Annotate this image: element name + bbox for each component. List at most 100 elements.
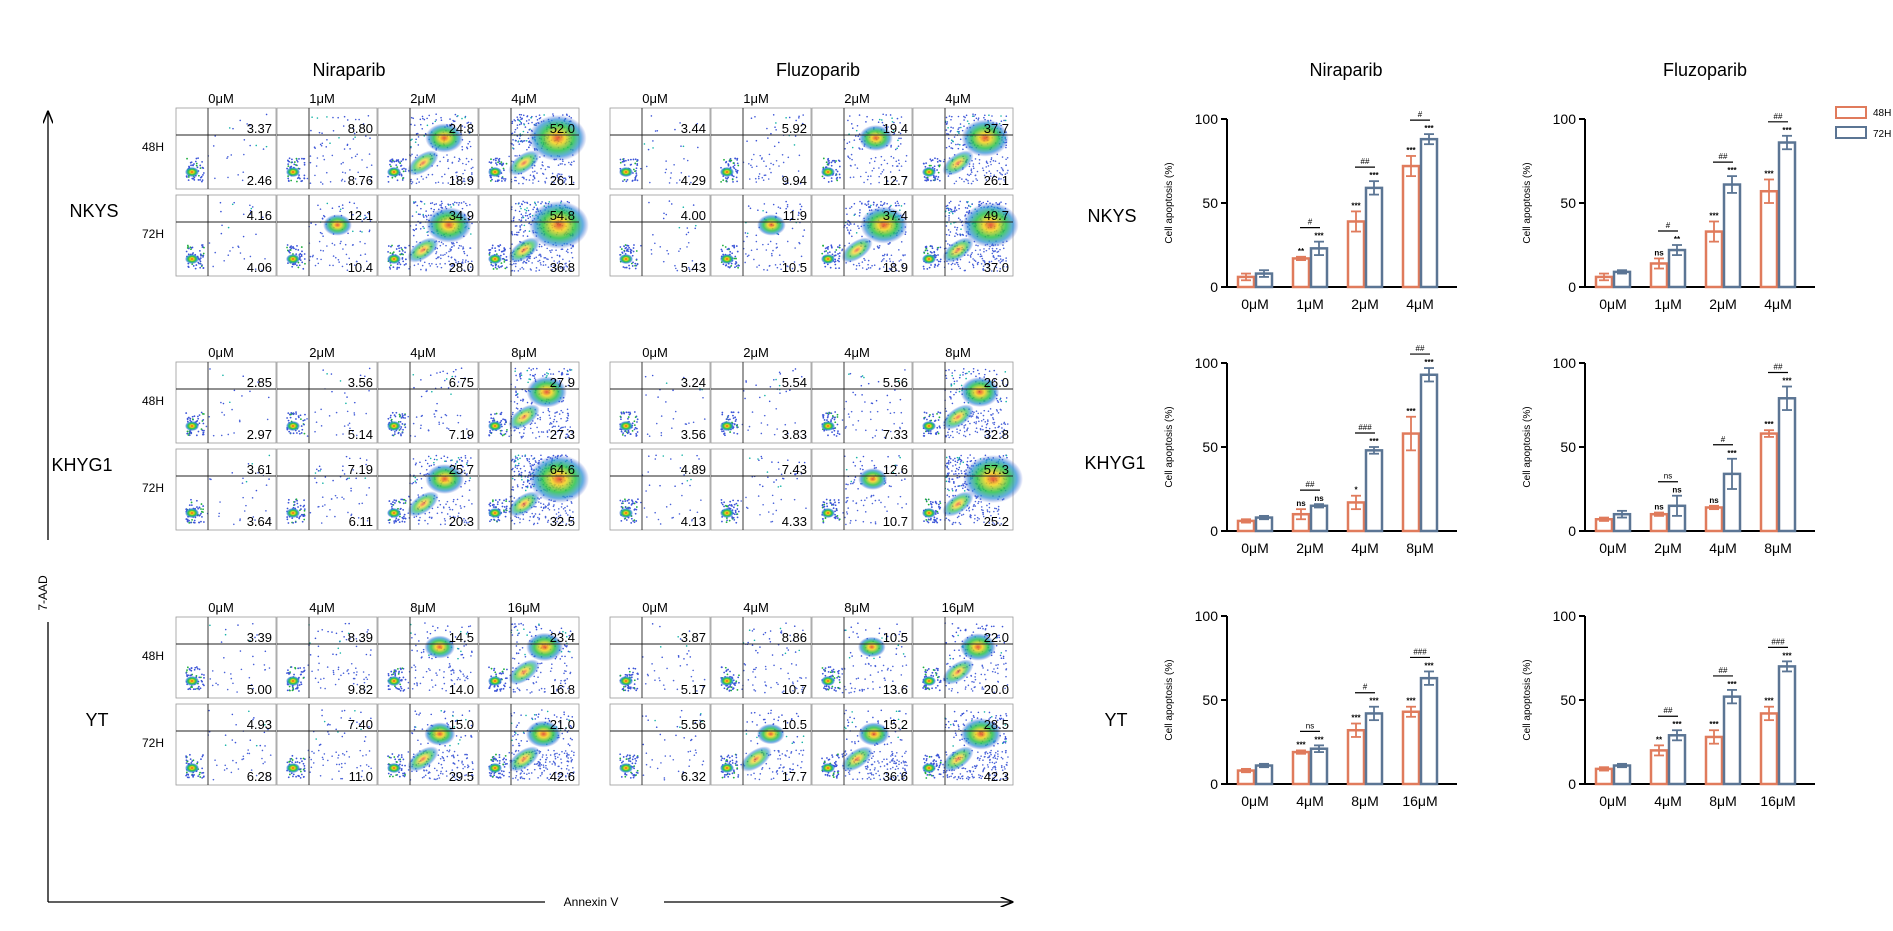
event-dot <box>397 431 400 434</box>
event-dot <box>364 253 367 255</box>
event-dot <box>268 454 271 457</box>
event-dot <box>550 422 553 425</box>
event-dot <box>410 139 412 141</box>
event-dot <box>423 118 426 121</box>
event-dot <box>745 253 747 255</box>
event-dot <box>199 164 202 167</box>
event-dot <box>542 264 545 266</box>
event-dot <box>322 250 325 252</box>
event-dot <box>198 249 201 252</box>
event-dot <box>778 254 781 256</box>
event-dot <box>513 216 515 218</box>
event-dot <box>231 408 233 411</box>
event-dot <box>955 232 957 234</box>
event-dot <box>571 256 574 259</box>
event-dot <box>747 254 750 257</box>
dose-label: 2μM <box>410 91 436 106</box>
event-dot <box>520 374 523 377</box>
event-dot <box>947 229 950 231</box>
event-dot <box>404 168 407 171</box>
event-dot <box>938 164 941 166</box>
event-dot <box>525 212 527 214</box>
event-dot <box>421 414 423 417</box>
event-dot <box>451 161 454 164</box>
upper-right-percent: 19.4 <box>883 121 908 136</box>
event-dot <box>972 165 975 168</box>
density-blob <box>185 421 199 431</box>
event-dot <box>513 522 516 525</box>
event-dot <box>960 126 962 129</box>
event-dot <box>972 258 974 260</box>
event-dot <box>238 420 241 423</box>
event-dot <box>900 116 903 118</box>
event-dot <box>220 401 222 404</box>
event-dot <box>950 142 953 144</box>
event-dot <box>295 164 297 166</box>
event-dot <box>936 264 939 267</box>
event-dot <box>636 179 639 182</box>
event-dot <box>400 434 402 437</box>
event-dot <box>639 167 642 170</box>
event-dot <box>438 421 440 424</box>
event-dot <box>534 460 537 462</box>
event-dot <box>763 268 765 271</box>
event-dot <box>435 203 438 205</box>
event-dot <box>456 498 459 501</box>
event-dot <box>530 402 533 405</box>
event-dot <box>201 166 204 169</box>
event-dot <box>262 148 265 150</box>
event-dot <box>870 182 872 185</box>
event-dot <box>186 418 189 421</box>
event-dot <box>958 176 961 179</box>
event-dot <box>410 123 412 126</box>
legend-swatch-72h <box>1835 126 1867 139</box>
lower-right-percent: 26.1 <box>550 173 575 188</box>
event-dot <box>188 434 191 437</box>
event-dot <box>787 156 790 159</box>
event-dot <box>823 177 826 180</box>
event-dot <box>319 208 322 210</box>
event-dot <box>519 228 522 231</box>
event-dot <box>775 212 778 215</box>
event-dot <box>368 153 371 155</box>
event-dot <box>515 394 517 397</box>
event-dot <box>470 167 473 170</box>
event-dot <box>634 158 637 161</box>
event-dot <box>463 250 465 253</box>
event-dot <box>393 433 396 436</box>
event-dot <box>466 147 469 150</box>
event-dot <box>497 161 499 164</box>
event-dot <box>518 143 521 145</box>
event-dot <box>826 252 829 254</box>
event-dot <box>926 249 929 252</box>
event-dot <box>489 502 492 505</box>
event-dot <box>563 367 565 370</box>
event-dot <box>193 176 196 179</box>
dose-label: 4μM <box>410 345 436 360</box>
event-dot <box>421 264 424 267</box>
event-dot <box>517 485 519 488</box>
event-dot <box>342 207 344 210</box>
event-dot <box>443 173 446 176</box>
event-dot <box>395 499 398 502</box>
event-dot <box>337 116 339 119</box>
event-dot <box>435 454 438 457</box>
event-dot <box>387 417 390 420</box>
event-dot <box>936 258 939 261</box>
event-dot <box>530 269 532 271</box>
event-dot <box>368 230 371 233</box>
event-dot <box>439 523 442 526</box>
event-dot <box>632 168 635 171</box>
event-dot <box>516 396 519 398</box>
event-dot <box>898 204 900 207</box>
event-dot <box>885 114 888 116</box>
event-dot <box>303 419 306 421</box>
event-dot <box>970 168 973 170</box>
event-dot <box>560 409 563 412</box>
event-dot <box>972 113 974 115</box>
event-dot <box>249 255 252 258</box>
event-dot <box>456 414 459 417</box>
event-dot <box>490 431 493 434</box>
event-dot <box>624 266 626 269</box>
event-dot <box>346 396 348 398</box>
